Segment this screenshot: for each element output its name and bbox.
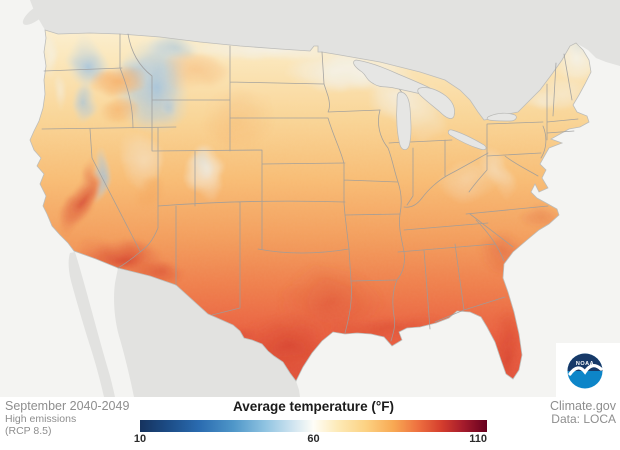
- legend-tick-mid: 60: [307, 433, 320, 445]
- vancouver-island: [22, 3, 50, 25]
- lake-michigan: [396, 91, 412, 150]
- legend-footer: September 2040-2049 High emissions (RCP …: [0, 397, 620, 450]
- noaa-seagull-icon: [568, 364, 603, 376]
- credit-site: Climate.gov: [550, 399, 616, 413]
- period-label: September 2040-2049: [5, 399, 130, 413]
- color-legend: Average temperature (°F) 10 60 110: [134, 397, 487, 445]
- lake-superior: [353, 59, 433, 96]
- legend-title: Average temperature (°F): [233, 399, 394, 414]
- scenario-detail-label: (RCP 8.5): [5, 425, 52, 437]
- canada-landmass: [22, 0, 620, 120]
- great-lakes: [353, 59, 517, 150]
- scenario-block: September 2040-2049 High emissions (RCP …: [5, 399, 129, 437]
- mexico-landmass: [68, 252, 300, 397]
- noaa-logo-text: NOAA: [576, 361, 594, 367]
- lake-erie: [447, 129, 487, 150]
- legend-colorbar: [140, 420, 487, 432]
- legend-tick-max: 110: [469, 433, 487, 445]
- noaa-logo: NOAA: [556, 343, 620, 397]
- state-borders: [41, 33, 579, 342]
- legend-tick-min: 10: [133, 433, 147, 445]
- lake-ontario: [486, 112, 517, 122]
- baja-california: [68, 252, 115, 397]
- credit-data: Data: LOCA: [551, 412, 616, 426]
- credits-block: Climate.gov Data: LOCA: [550, 399, 616, 426]
- lake-huron: [417, 87, 455, 119]
- scenario-label: High emissions: [5, 413, 77, 425]
- us-temperature-map: NOAA: [0, 0, 620, 397]
